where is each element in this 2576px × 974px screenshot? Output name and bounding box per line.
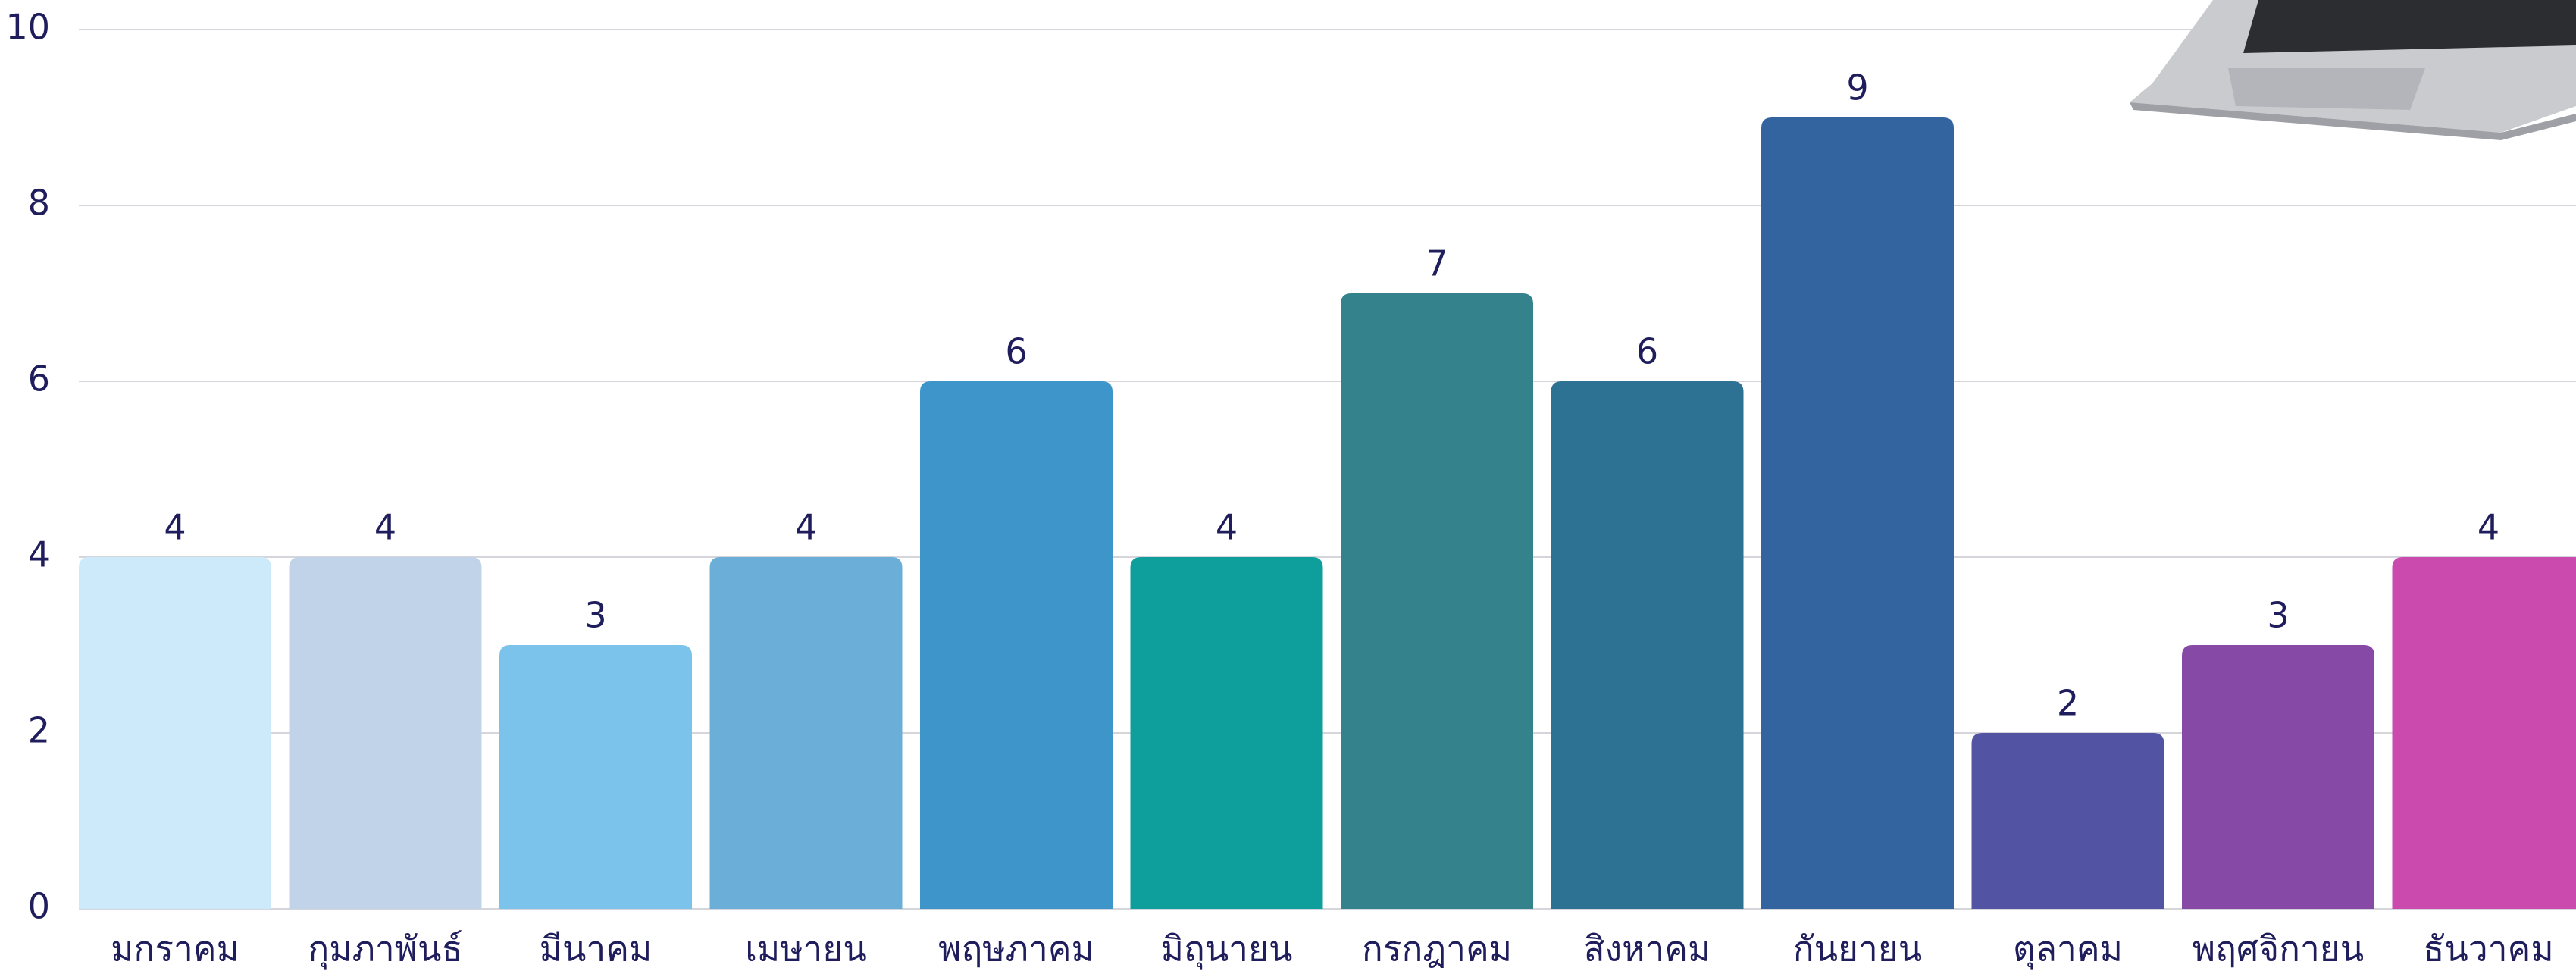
value-label: 4 (374, 507, 396, 548)
x-tick-label: กรกฎาคม (1362, 929, 1512, 969)
value-label: 4 (795, 507, 817, 548)
value-label: 3 (2267, 595, 2289, 636)
y-tick-label: 8 (28, 183, 50, 224)
y-tick-label: 0 (28, 886, 50, 927)
x-tick-label: มกราคม (111, 929, 239, 969)
x-tick-label: เมษายน (745, 929, 867, 969)
bar (710, 557, 903, 909)
bar (499, 645, 692, 909)
value-label: 6 (1005, 331, 1027, 372)
x-tick-label: กันยายน (1793, 929, 1922, 969)
y-tick-label: 4 (28, 534, 50, 575)
value-label: 4 (1216, 507, 1238, 548)
bar (2182, 645, 2374, 909)
chart: 0 2 4 6 8 10 มกราคม 4 กุมภาพันธ์ 4 มีนาคม 3 เมษายน 4 พ… (0, 0, 2576, 974)
value-label: 6 (1636, 331, 1658, 372)
bar (920, 381, 1113, 909)
bar (1761, 117, 1954, 909)
value-label: 9 (1846, 67, 1868, 108)
bar (1131, 557, 1323, 909)
bar (1341, 293, 1533, 909)
x-tick-label: มีนาคม (540, 929, 653, 969)
y-tick-label: 2 (28, 710, 50, 751)
value-label: 4 (164, 507, 186, 548)
y-tick-label: 10 (5, 7, 50, 48)
bar (1551, 381, 1744, 909)
x-tick-label: ตุลาคม (2013, 929, 2123, 971)
x-tick-label: พฤศจิกายน (2193, 929, 2364, 969)
value-label: 7 (1426, 243, 1448, 284)
value-label: 2 (2057, 683, 2079, 724)
bar (290, 557, 482, 909)
bar (2393, 557, 2576, 909)
y-tick-label: 6 (28, 359, 50, 399)
bar (1972, 733, 2164, 909)
x-tick-label: มิถุนายน (1161, 929, 1293, 971)
x-tick-label: กุมภาพันธ์ (308, 929, 462, 971)
value-label: 4 (2477, 507, 2499, 548)
value-label: 3 (584, 595, 606, 636)
page: 0 2 4 6 8 10 มกราคม 4 กุมภาพันธ์ 4 มีนาคม 3 เมษายน 4 พ… (0, 0, 2576, 974)
laptop-image (2130, 0, 2576, 140)
x-tick-label: พฤษภาคม (938, 929, 1094, 969)
x-tick-label: ธันวาคม (2423, 929, 2553, 969)
x-tick-label: สิงหาคม (1584, 929, 1711, 969)
bar (79, 557, 271, 909)
